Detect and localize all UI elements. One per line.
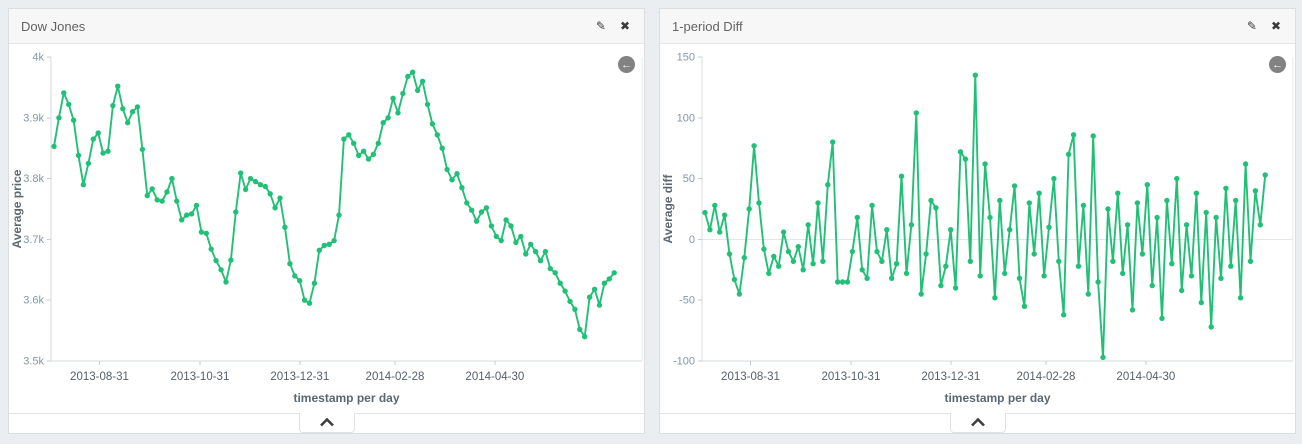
panel-footer [9, 413, 644, 433]
panel-footer [660, 413, 1295, 433]
panel-title[interactable]: 1-period Diff [672, 18, 743, 34]
panel-header: Dow Jones ✎ ✖ [9, 9, 644, 44]
svg-text:100: 100 [677, 112, 695, 124]
edit-icon[interactable]: ✎ [1246, 19, 1257, 33]
header-icons: ✎ ✖ [1247, 20, 1281, 32]
svg-text:2013-08-31: 2013-08-31 [70, 371, 129, 383]
svg-text:3.8k: 3.8k [23, 173, 44, 185]
back-circle-icon[interactable]: ← [1269, 56, 1286, 73]
chevron-up-icon [319, 418, 334, 427]
svg-text:4k: 4k [32, 52, 44, 64]
svg-text:-50: -50 [679, 295, 695, 307]
svg-text:2014-02-28: 2014-02-28 [366, 371, 425, 383]
svg-text:Average price: Average price [10, 169, 24, 248]
close-icon[interactable]: ✖ [1270, 19, 1281, 33]
svg-text:2014-02-28: 2014-02-28 [1017, 371, 1076, 383]
edit-icon[interactable]: ✎ [595, 19, 606, 33]
svg-text:Average diff: Average diff [661, 174, 675, 244]
panel-title[interactable]: Dow Jones [21, 18, 86, 34]
panel-dow-jones: Dow Jones ✎ ✖ 4k 3.9k 3.8k 3.7k 3.6k 3.5k 2013… [8, 8, 645, 434]
line-chart-1-period-diff[interactable]: 150 100 50 0 -50 -100 2013-08-31 2013-10-31 2013… [660, 44, 1295, 413]
svg-text:3.6k: 3.6k [23, 295, 44, 307]
line-chart-dow-jones[interactable]: 4k 3.9k 3.8k 3.7k 3.6k 3.5k 2013-08-31 2013-10-… [9, 44, 644, 413]
svg-text:50: 50 [683, 173, 695, 185]
svg-text:2014-04-30: 2014-04-30 [1116, 371, 1175, 383]
panel-header: 1-period Diff ✎ ✖ [660, 9, 1295, 44]
svg-text:timestamp per day: timestamp per day [944, 391, 1050, 405]
chart-area-1-period-diff[interactable]: 150 100 50 0 -50 -100 2013-08-31 2013-10-31 2013… [660, 44, 1295, 413]
collapse-button[interactable] [949, 413, 1006, 433]
back-circle-icon[interactable]: ← [618, 56, 635, 73]
collapse-button[interactable] [298, 413, 355, 433]
svg-text:2013-12-31: 2013-12-31 [921, 371, 980, 383]
svg-text:3.5k: 3.5k [23, 356, 44, 368]
chart-area-dow-jones[interactable]: 4k 3.9k 3.8k 3.7k 3.6k 3.5k 2013-08-31 2013-10-… [9, 44, 644, 413]
svg-text:0: 0 [689, 234, 695, 246]
dashboard: Dow Jones ✎ ✖ 4k 3.9k 3.8k 3.7k 3.6k 3.5k 2013… [8, 8, 1296, 434]
svg-text:2013-12-31: 2013-12-31 [270, 371, 329, 383]
svg-text:-100: -100 [673, 356, 695, 368]
svg-text:2013-10-31: 2013-10-31 [822, 371, 881, 383]
svg-text:timestamp per day: timestamp per day [293, 391, 399, 405]
svg-text:2013-10-31: 2013-10-31 [171, 371, 230, 383]
svg-text:150: 150 [677, 52, 695, 64]
close-icon[interactable]: ✖ [619, 19, 630, 33]
chevron-up-icon [970, 418, 985, 427]
header-icons: ✎ ✖ [596, 20, 630, 32]
svg-text:3.9k: 3.9k [23, 112, 44, 124]
svg-text:2014-04-30: 2014-04-30 [465, 371, 524, 383]
panel-1-period-diff: 1-period Diff ✎ ✖ 150 100 50 0 -50 -100 2013-0… [659, 8, 1296, 434]
svg-text:2013-08-31: 2013-08-31 [721, 371, 780, 383]
svg-text:3.7k: 3.7k [23, 234, 44, 246]
